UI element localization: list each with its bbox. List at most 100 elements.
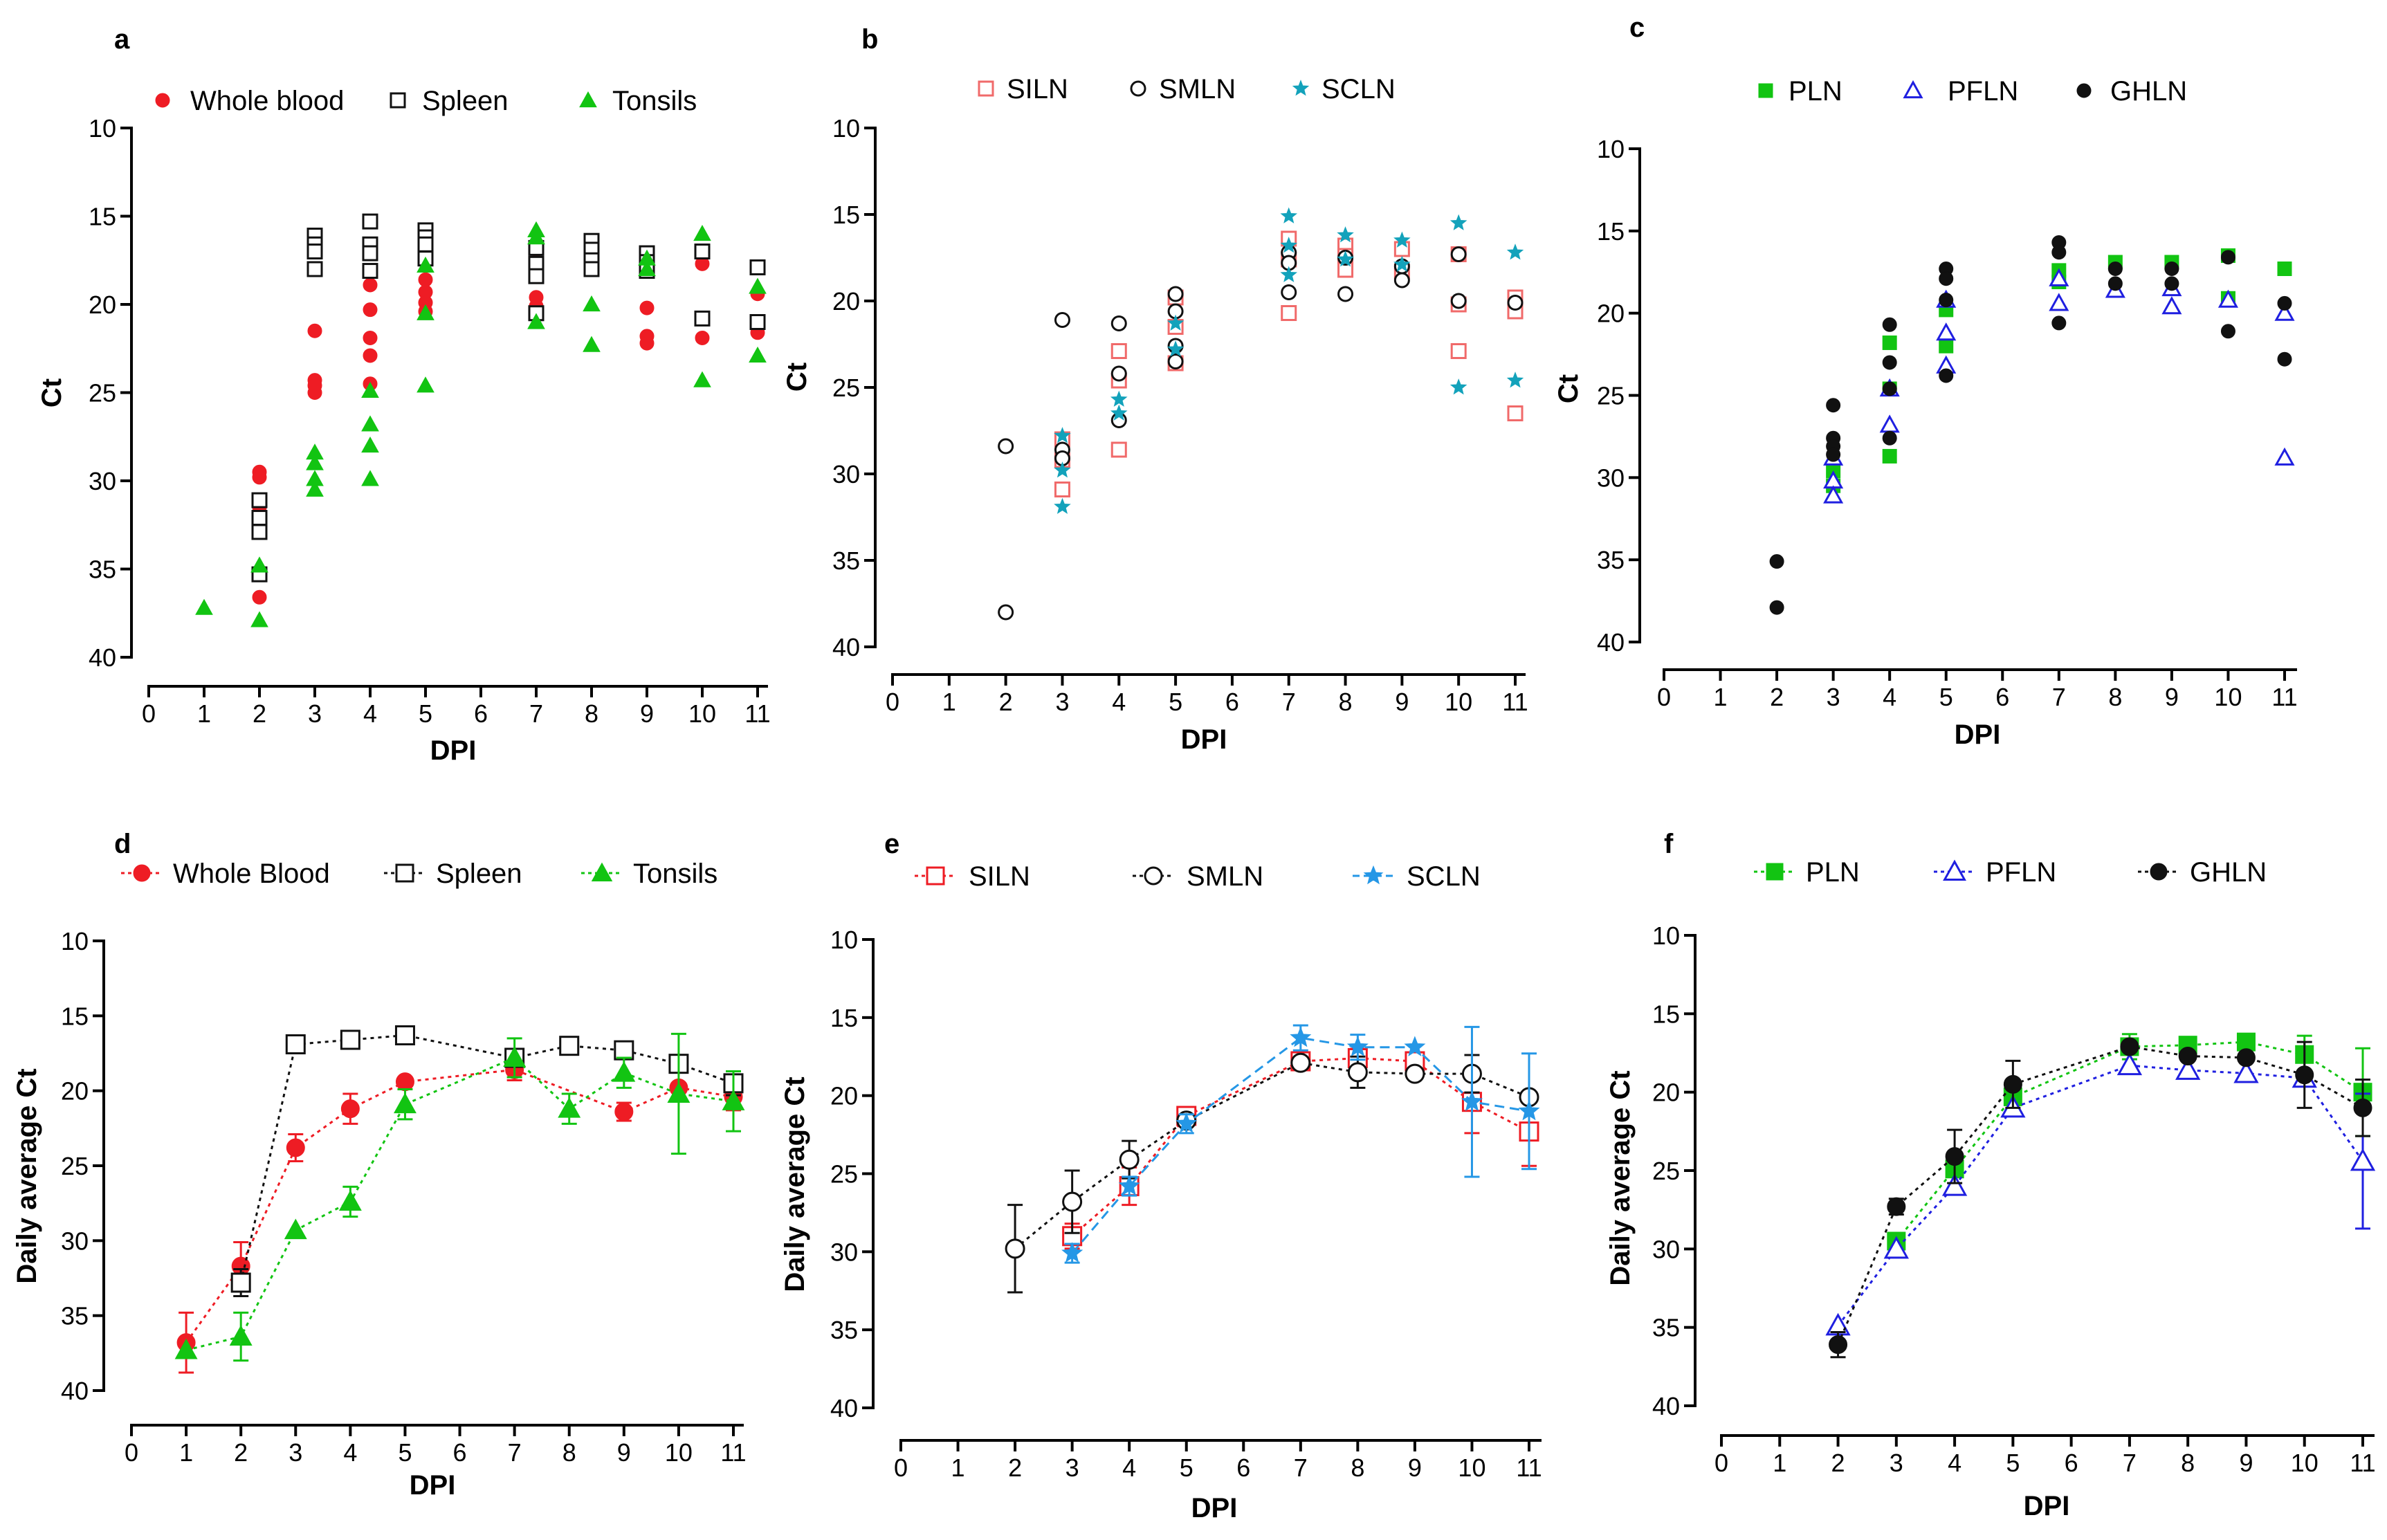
data-point xyxy=(362,213,378,230)
data-point xyxy=(252,589,267,605)
data-point xyxy=(307,244,323,259)
y-tick-label: 35 xyxy=(1597,546,1625,574)
series-whole-blood xyxy=(252,237,765,605)
panel-b: b 10 15 20 25 30 35 40 0 1 2 3 4 5 6 7 8 9 10 11 DPI Ct SILN SM… xyxy=(782,24,1528,755)
data-point xyxy=(693,224,711,241)
data-point xyxy=(2233,1060,2259,1083)
x-tick-label: 3 xyxy=(1827,683,1840,711)
data-point xyxy=(1939,338,1954,354)
y-tick-label: 15 xyxy=(61,1002,89,1030)
data-point xyxy=(229,1325,253,1346)
data-point xyxy=(2217,289,2239,308)
data-point xyxy=(418,272,433,287)
legend-label: Spleen xyxy=(436,859,522,889)
legend-item-ghln: GHLN xyxy=(2076,76,2187,107)
x-tick-label: 7 xyxy=(1282,688,1296,716)
series-line xyxy=(1837,1064,2364,1327)
panel-letter: f xyxy=(1664,829,1674,859)
data-point xyxy=(1882,355,1897,370)
x-tick-label: 6 xyxy=(1236,1454,1250,1482)
y-tick-label: 15 xyxy=(1652,1000,1680,1028)
x-tick-label: 5 xyxy=(398,1438,412,1467)
data-point xyxy=(612,1061,636,1082)
data-point xyxy=(1280,237,1298,253)
x-tick-label: 2 xyxy=(253,699,266,728)
data-point xyxy=(307,261,323,277)
data-point xyxy=(230,1272,251,1293)
legend-marker xyxy=(1903,80,1923,99)
x-tick-label: 1 xyxy=(197,699,211,728)
legend-marker xyxy=(2150,863,2168,881)
data-point xyxy=(1450,343,1467,359)
data-point xyxy=(2164,261,2179,276)
data-point xyxy=(2049,293,2069,311)
data-point xyxy=(2161,296,2182,315)
x-tick-label: 10 xyxy=(2214,683,2242,711)
data-point xyxy=(1450,293,1467,309)
data-point xyxy=(2003,1074,2022,1094)
data-point xyxy=(1941,1173,1968,1196)
legend-marker xyxy=(978,80,994,97)
x-tick-label: 0 xyxy=(125,1438,138,1467)
y-tick-label: 40 xyxy=(830,1394,858,1422)
data-point xyxy=(1290,1052,1311,1073)
data-point xyxy=(1393,231,1411,248)
legend-marker xyxy=(1292,80,1310,96)
data-point xyxy=(417,376,435,393)
x-axis-title: DPI xyxy=(410,1470,456,1501)
y-tick-label: 35 xyxy=(61,1302,89,1330)
data-point xyxy=(2277,295,2292,311)
data-point xyxy=(363,302,378,318)
legend-marker xyxy=(579,91,597,108)
legend-marker xyxy=(395,863,414,883)
legend-marker xyxy=(1144,866,1163,886)
x-tick-label: 5 xyxy=(1939,683,1953,711)
legend-label: Whole Blood xyxy=(173,859,330,889)
x-tick-label: 7 xyxy=(508,1438,522,1467)
data-point xyxy=(1061,1242,1083,1263)
data-point xyxy=(2164,276,2179,291)
x-tick-label: 9 xyxy=(2239,1449,2253,1477)
y-tick-label: 15 xyxy=(832,201,860,229)
legend-item-siln: SILN xyxy=(915,861,1030,892)
series-scln xyxy=(1061,1024,1540,1264)
y-tick-label: 30 xyxy=(832,460,860,488)
data-point xyxy=(361,381,379,398)
x-tick-label: 4 xyxy=(363,699,377,728)
data-point xyxy=(614,1102,634,1121)
data-point xyxy=(2107,276,2123,291)
data-point xyxy=(395,1072,414,1092)
data-point xyxy=(1826,398,1841,413)
data-point xyxy=(2274,447,2295,466)
y-tick-label: 10 xyxy=(830,926,858,954)
legend-marker xyxy=(390,92,406,109)
x-tick-label: 9 xyxy=(1395,688,1409,716)
panel-f: f 10 15 20 25 30 35 40 0 1 2 3 4 5 6 7 8 9 10 11 DPI Daily av… xyxy=(1605,829,2376,1521)
y-tick-label: 20 xyxy=(832,287,860,315)
data-point xyxy=(1939,368,1954,383)
legend-item-whole-blood: Whole blood xyxy=(155,86,344,116)
y-tick-label: 35 xyxy=(832,547,860,575)
data-point xyxy=(306,454,324,470)
data-point xyxy=(2049,268,2069,286)
legend-label: GHLN xyxy=(2110,76,2187,107)
data-point xyxy=(362,263,378,279)
y-axis-title: Ct xyxy=(37,378,67,407)
data-point xyxy=(2353,1098,2372,1117)
y-tick-label: 20 xyxy=(1652,1079,1680,1107)
data-point xyxy=(2120,1037,2139,1056)
x-tick-label: 10 xyxy=(1445,688,1472,716)
y-tick-label: 25 xyxy=(61,1152,89,1180)
data-point xyxy=(1506,244,1524,260)
data-point xyxy=(1449,378,1467,395)
data-point xyxy=(250,611,268,627)
x-tick-label: 5 xyxy=(2006,1449,2020,1477)
x-tick-label: 5 xyxy=(419,699,432,728)
y-tick-label: 30 xyxy=(830,1238,858,1266)
legend-marker xyxy=(1766,863,1784,881)
data-point xyxy=(1176,1112,1198,1133)
data-point xyxy=(361,415,379,432)
data-point xyxy=(583,261,600,277)
data-point xyxy=(2220,324,2235,339)
x-axis-title: DPI xyxy=(2024,1491,2070,1521)
